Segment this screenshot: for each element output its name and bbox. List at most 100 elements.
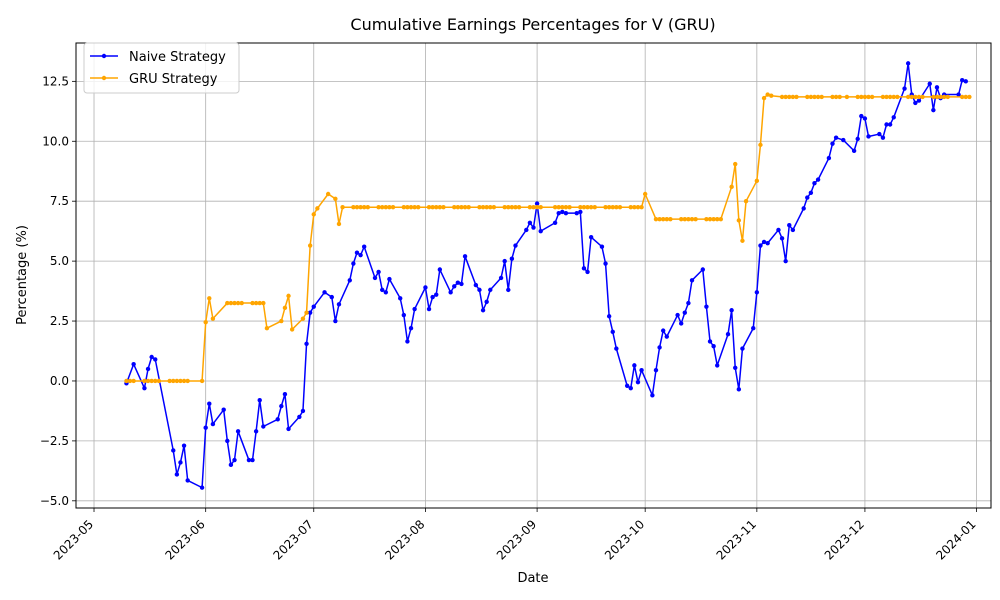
- data-point: [221, 407, 226, 412]
- data-point: [340, 204, 345, 210]
- data-point: [333, 318, 338, 324]
- data-point: [477, 287, 482, 293]
- data-point: [275, 417, 280, 422]
- data-point: [279, 403, 284, 409]
- data-point: [466, 204, 471, 210]
- y-tick-label: 7.5: [50, 194, 69, 208]
- data-point: [808, 94, 814, 100]
- data-point: [380, 204, 385, 210]
- data-point: [783, 258, 788, 264]
- legend-label: GRU Strategy: [129, 72, 218, 87]
- legend-box: [83, 42, 240, 94]
- data-point: [181, 378, 187, 384]
- data-point: [174, 378, 180, 384]
- data-point: [408, 326, 414, 331]
- data-point: [815, 94, 821, 100]
- data-point: [927, 81, 932, 86]
- data-point: [603, 204, 608, 210]
- data-point: [185, 478, 190, 483]
- data-point: [127, 378, 133, 384]
- data-point: [322, 290, 327, 295]
- data-point: [336, 221, 342, 227]
- data-point: [830, 141, 835, 146]
- x-tick-label: 2023-10: [602, 517, 647, 562]
- data-point: [434, 292, 439, 297]
- data-point: [599, 244, 605, 249]
- data-point: [678, 321, 684, 326]
- data-point: [830, 94, 835, 100]
- data-point: [808, 190, 814, 196]
- data-point: [311, 212, 316, 217]
- data-point: [880, 135, 886, 140]
- data-point: [203, 320, 208, 325]
- data-point: [498, 275, 504, 281]
- data-point: [488, 204, 493, 210]
- data-point: [286, 293, 291, 299]
- data-point: [149, 354, 154, 360]
- data-point: [538, 204, 543, 210]
- data-point: [913, 100, 918, 106]
- data-point: [178, 378, 183, 384]
- data-point: [707, 216, 713, 222]
- data-point: [862, 94, 868, 100]
- data-point: [660, 328, 666, 333]
- data-point: [531, 204, 536, 210]
- data-point: [484, 204, 489, 210]
- data-point: [902, 86, 907, 91]
- data-point: [729, 308, 734, 313]
- data-point: [376, 204, 381, 210]
- data-point: [920, 94, 925, 100]
- data-point: [740, 346, 745, 351]
- data-point: [765, 240, 770, 246]
- data-point: [614, 204, 619, 210]
- data-point: [931, 94, 936, 100]
- data-point: [783, 94, 788, 100]
- data-point: [437, 267, 443, 272]
- y-tick-label: 2.5: [50, 314, 69, 328]
- data-point: [686, 216, 691, 222]
- x-tick-label: 2023-11: [714, 517, 759, 562]
- data-point: [527, 204, 533, 210]
- data-point: [401, 204, 407, 210]
- data-point: [880, 94, 886, 100]
- data-point: [300, 316, 306, 321]
- series-layer: [124, 61, 972, 490]
- data-point: [167, 378, 172, 384]
- data-point: [423, 285, 428, 290]
- y-tick-label: 12.5: [42, 74, 69, 88]
- data-point: [361, 244, 367, 249]
- data-point: [887, 94, 893, 100]
- y-tick-label: 0.0: [50, 374, 69, 388]
- data-point: [171, 378, 176, 384]
- data-point: [142, 385, 147, 391]
- data-point: [336, 302, 342, 307]
- x-tick-label: 2023-05: [51, 517, 96, 562]
- data-point: [606, 204, 612, 210]
- data-point: [733, 161, 738, 167]
- data-point: [383, 290, 389, 295]
- data-point: [354, 204, 360, 210]
- data-point: [934, 94, 940, 100]
- data-point: [153, 357, 158, 362]
- data-point: [149, 378, 154, 384]
- data-point: [581, 266, 587, 271]
- data-point: [833, 94, 839, 100]
- data-point: [743, 198, 749, 204]
- data-point: [718, 216, 724, 222]
- data-point: [171, 448, 176, 453]
- data-point: [203, 425, 208, 430]
- data-point: [351, 204, 356, 210]
- data-point: [639, 204, 644, 210]
- data-point: [653, 216, 659, 222]
- data-point: [959, 77, 965, 83]
- legend-marker: [101, 53, 107, 59]
- series-0: [124, 61, 968, 490]
- data-point: [578, 209, 583, 215]
- data-point: [913, 94, 918, 100]
- data-point: [660, 216, 666, 222]
- data-point: [624, 383, 630, 388]
- data-point: [502, 204, 507, 210]
- data-point: [286, 426, 291, 432]
- data-point: [887, 122, 893, 127]
- y-axis-ticks: −5.0 −2.5 0.0 2.5 5.0 7.5 10.0 12.5: [40, 74, 76, 508]
